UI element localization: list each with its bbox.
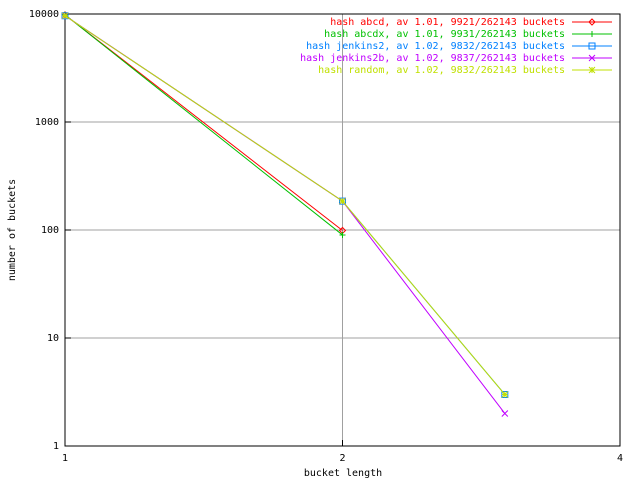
legend-label: hash jenkins2, av 1.02, 9832/262143 buck… [306,41,565,52]
marker [339,197,346,205]
plot-border [64,13,621,447]
legend-marker [588,42,596,50]
x-tick-label: 2 [339,453,345,464]
marker [501,391,509,398]
y-tick-label: 10 [47,333,59,344]
legend-marker [588,18,596,26]
legend-label: hash abcdx, av 1.01, 9931/262143 buckets [324,29,565,40]
legend-marker [588,66,596,74]
legend-label: hash jenkins2b, av 1.02, 9837/262143 buc… [300,53,565,64]
series-line [64,14,343,236]
legend-marker [588,54,596,62]
y-tick-label: 100 [41,225,59,236]
marker [61,12,69,20]
x-axis-label: bucket length [304,468,382,479]
legend-label: hash random, av 1.02, 9832/262143 bucket… [318,65,565,76]
legend-label: hash abcd, av 1.01, 9921/262143 buckets [330,17,565,28]
marker [339,231,346,238]
legend-marker [589,31,595,37]
y-axis-label: number of buckets [7,179,18,281]
x-tick-label: 4 [617,453,623,464]
y-tick-label: 1 [53,441,59,452]
y-tick-label: 10000 [29,9,59,20]
marker [501,410,509,417]
y-tick-label: 1000 [35,117,59,128]
marker [338,226,347,235]
x-tick-label: 1 [62,453,68,464]
series-line [64,14,343,231]
